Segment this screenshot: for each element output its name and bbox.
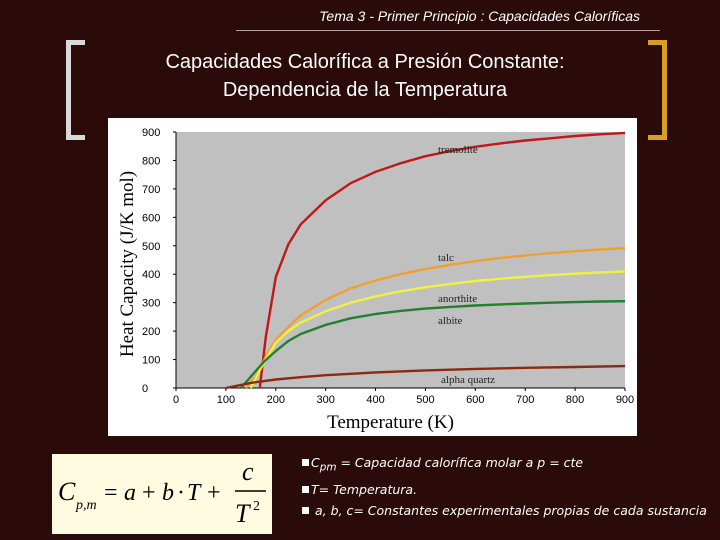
y-tick-label: 300 [142,298,160,310]
chart-panel: 0 100 200 300 400 500 600 700 800 900 0 100 200 300 40… [108,118,637,436]
cpm-symbol: C [311,455,320,470]
y-tick-label: 500 [142,241,160,253]
svg-text:a: a [124,480,136,506]
svg-text:2: 2 [253,499,260,514]
formula-box: C p,m = a + b · T + c T 2 [52,454,272,534]
x-tick-label: 500 [416,394,434,406]
x-tick-label: 600 [466,394,484,406]
svg-text:·: · [177,480,185,506]
series-label-albite: albite [438,315,463,327]
slide-title: Capacidades Calorífica a Presión Constan… [80,48,650,104]
y-tick-label: 900 [142,127,160,139]
bullet-square-icon [302,506,309,514]
series-line-alpha-quartz [225,364,626,390]
x-tick-label: 400 [366,394,384,406]
definitions-list: Cpm = Capacidad calorífica molar a p = c… [302,452,712,521]
series-label-tremolite: tremolite [438,144,478,156]
series-line-albite [239,300,626,389]
cpm-subscript: pm [319,461,337,474]
svg-text:p,m: p,m [75,498,97,513]
x-tick-label: 0 [173,394,179,406]
bullet-t: T= Temperatura. [302,479,712,500]
svg-text:C: C [58,477,76,506]
y-tick-label: 200 [142,326,160,338]
x-tick-label: 100 [217,394,235,406]
right-bracket [648,40,667,140]
svg-text:=: = [104,480,118,506]
title-line-1: Capacidades Calorífica a Presión Constan… [165,51,565,73]
y-tick-label: 0 [142,383,148,395]
bullet-cpm: Cpm = Capacidad calorífica molar a p = c… [302,452,712,479]
x-tick-label: 900 [616,394,634,406]
series-line-talc [244,246,626,389]
plot-area [176,132,625,388]
svg-text:+: + [142,480,156,506]
x-tick-label: 200 [267,394,285,406]
x-tick-label: 300 [316,394,334,406]
x-axis-label: Temperature (K) [327,412,454,433]
bullet-abc: a, b, c= Constantes experimentales propi… [302,500,712,521]
y-axis-label: Heat Capacity (J/K mol) [117,171,138,357]
series-line-anorthite [249,270,626,389]
y-tick-label: 400 [142,269,160,281]
svg-text:b: b [162,480,174,506]
bullet-square-icon [302,459,309,466]
header-rule [236,30,660,31]
series-label-anorthite: anorthite [438,293,477,305]
x-tick-label: 800 [566,394,584,406]
y-tick-label: 600 [142,212,160,224]
cp-formula: C p,m = a + b · T + c T 2 [58,457,266,528]
svg-text:T: T [235,499,251,528]
bullet-square-icon [302,485,309,493]
y-tick-label: 800 [142,155,160,167]
y-tick-label: 100 [142,355,160,367]
series-label-alpha-quartz: alpha quartz [441,374,495,386]
left-bracket [66,40,85,140]
cpm-definition: = Capacidad calorífica molar a p = cte [336,455,584,470]
heat-capacity-chart: 0 100 200 300 400 500 600 700 800 900 0 100 200 300 40… [117,127,634,433]
title-line-2: Dependencia de la Temperatura [222,79,508,101]
x-tick-label: 700 [516,394,534,406]
svg-text:T: T [187,480,202,506]
series-line-tremolite [258,131,626,389]
t-definition: T= Temperatura. [311,481,418,497]
abc-definition: a, b, c= Constantes experimentales propi… [311,502,707,518]
series-label-talc: talc [438,252,454,264]
slide-header: Tema 3 - Primer Principio : Capacidades … [319,8,640,24]
y-tick-label: 700 [142,184,160,196]
svg-text:c: c [242,457,254,486]
svg-text:+: + [207,480,221,506]
